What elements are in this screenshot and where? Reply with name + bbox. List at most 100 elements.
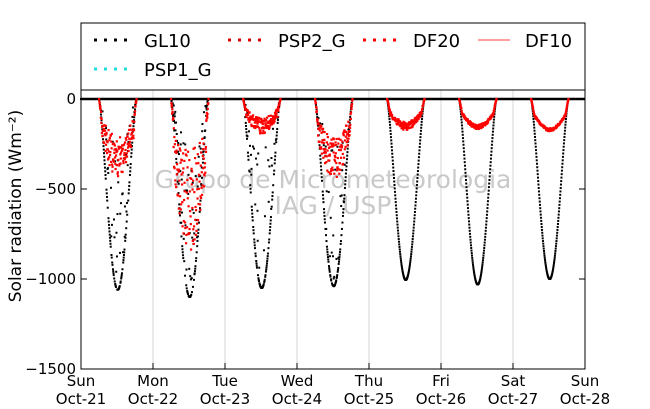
gl10-point xyxy=(407,269,410,272)
gl10-point xyxy=(252,229,255,232)
df20-point xyxy=(188,210,192,213)
gl10-night-point xyxy=(372,98,375,100)
gl10-point xyxy=(534,145,537,148)
gl10-point xyxy=(174,121,177,124)
df20-point xyxy=(172,145,175,149)
df20-point xyxy=(129,128,132,131)
gl10-night-point xyxy=(376,98,379,100)
gl10-point xyxy=(322,201,325,204)
gl10-night-point xyxy=(497,98,500,100)
gl10-point xyxy=(395,207,398,210)
df20-point xyxy=(492,109,496,112)
gl10-point xyxy=(335,275,338,278)
df20-point xyxy=(201,184,204,187)
df20-point xyxy=(179,208,182,211)
df20-point xyxy=(116,175,120,178)
df20-point xyxy=(255,117,258,120)
gl10-point xyxy=(250,173,253,176)
gl10-night-point xyxy=(383,98,386,100)
gl10-point xyxy=(474,277,477,280)
gl10-point xyxy=(414,197,417,200)
df20-point xyxy=(327,146,331,149)
df20-point xyxy=(257,116,261,120)
df20-point xyxy=(103,124,106,127)
df20-point xyxy=(197,187,200,190)
gl10-night-point xyxy=(382,98,385,100)
gl10-point xyxy=(103,159,106,162)
df20-point xyxy=(174,139,177,143)
gl10-point xyxy=(545,268,548,271)
df20-point xyxy=(492,113,495,116)
df20-point xyxy=(105,151,109,155)
gl10-point xyxy=(179,143,182,146)
gl10-point xyxy=(486,203,489,206)
df20-point xyxy=(115,140,118,143)
df20-point xyxy=(185,154,188,157)
gl10-point xyxy=(393,180,396,183)
df20-point xyxy=(261,122,264,126)
df20-point xyxy=(194,233,197,236)
gl10-night-point xyxy=(574,98,577,100)
df20-point xyxy=(350,102,354,106)
gl10-point xyxy=(484,229,487,232)
gl10-point xyxy=(393,190,396,193)
df20-point xyxy=(327,171,330,174)
gl10-point xyxy=(420,123,423,126)
df20-point xyxy=(198,141,201,145)
gl10-point xyxy=(186,291,189,294)
gl10-point xyxy=(121,268,124,271)
gl10-point xyxy=(342,201,345,204)
df20-point xyxy=(389,111,393,114)
gl10-point xyxy=(401,269,404,272)
df20-point xyxy=(334,155,337,158)
df20-point xyxy=(127,144,130,148)
gl10-point xyxy=(538,203,541,206)
gl10-point xyxy=(193,232,196,235)
gl10-point xyxy=(192,211,195,214)
df20-point xyxy=(123,153,126,156)
gl10-point xyxy=(247,158,250,161)
gl10-night-point xyxy=(446,98,448,100)
legend-marker xyxy=(238,38,241,42)
df20-point xyxy=(196,188,199,191)
df20-point xyxy=(180,183,184,186)
gl10-night-point xyxy=(448,98,451,100)
gl10-point xyxy=(196,235,199,238)
df20-point xyxy=(183,221,187,224)
df20-point xyxy=(202,157,205,160)
df20-point xyxy=(204,146,207,149)
x-tick-date-label: Oct-22 xyxy=(128,390,178,408)
gl10-point xyxy=(561,162,564,165)
df20-point xyxy=(202,185,206,188)
gl10-point xyxy=(315,113,318,116)
df20-point xyxy=(135,100,138,103)
gl10-point xyxy=(470,249,473,252)
df20-point xyxy=(275,112,278,115)
x-tick-day-label: Fri xyxy=(432,372,450,390)
gl10-point xyxy=(471,256,474,259)
df20-point xyxy=(130,133,133,136)
gl10-point xyxy=(102,152,105,155)
df20-point xyxy=(184,148,187,152)
gl10-night-point xyxy=(288,98,291,100)
df20-point xyxy=(112,142,116,145)
df20-point xyxy=(398,121,401,124)
gl10-point xyxy=(542,249,545,252)
gl10-point xyxy=(417,156,420,159)
df20-point xyxy=(125,152,128,155)
gl10-night-point xyxy=(300,98,303,100)
gl10-night-point xyxy=(142,98,145,100)
gl10-point xyxy=(552,267,555,270)
gl10-point xyxy=(323,218,326,221)
gl10-point xyxy=(415,190,418,193)
df20-point xyxy=(130,132,134,135)
gl10-point xyxy=(264,275,267,278)
gl10-point xyxy=(407,273,410,276)
gl10-point xyxy=(540,219,543,222)
df20-point xyxy=(397,118,400,121)
gl10-night-point xyxy=(94,98,97,100)
df20-point xyxy=(256,118,259,121)
df20-point xyxy=(205,119,208,122)
df20-point xyxy=(262,120,266,123)
